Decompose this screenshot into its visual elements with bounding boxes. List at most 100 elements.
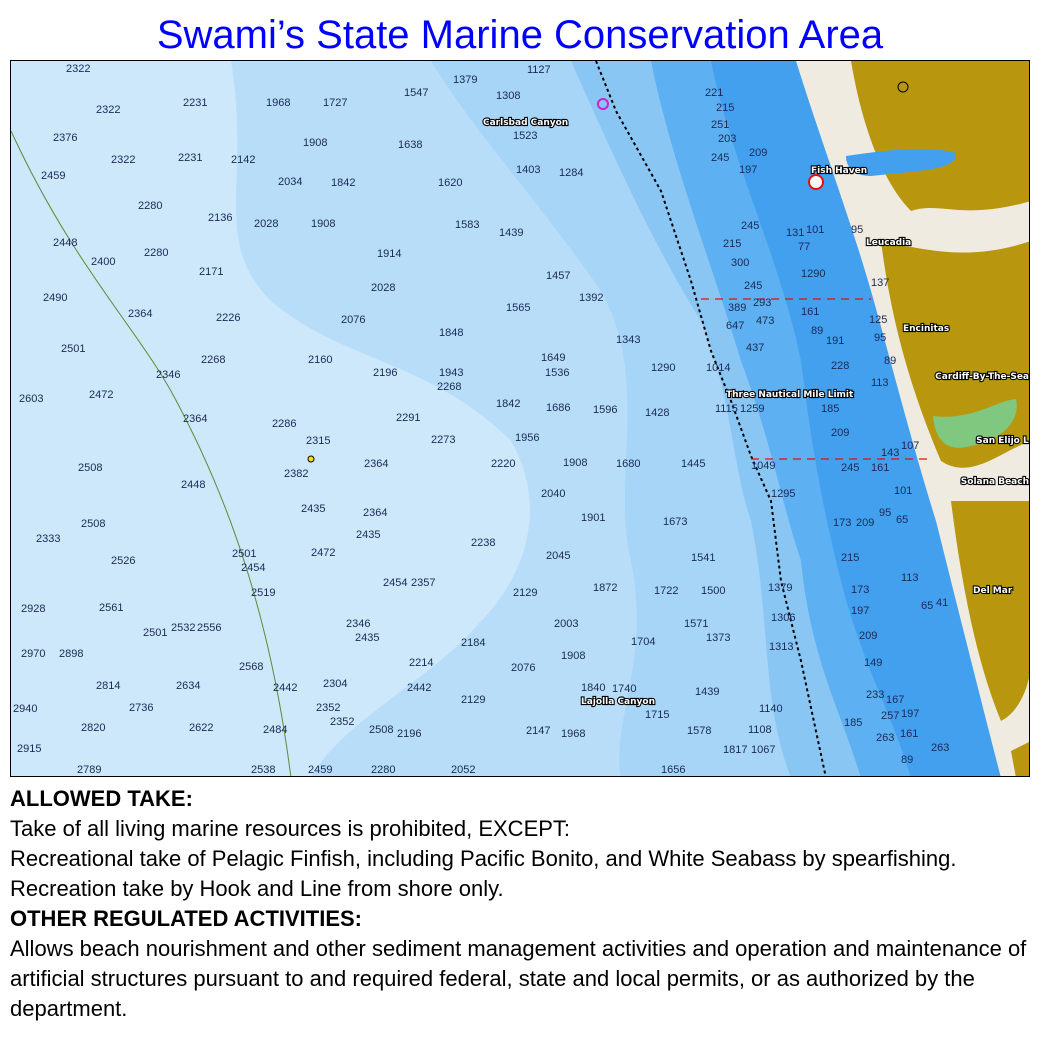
place-label: Leucadia — [866, 238, 911, 248]
depth-sounding: 1439 — [695, 686, 719, 698]
depth-sounding: 1943 — [439, 367, 463, 379]
depth-sounding: 209 — [859, 630, 877, 642]
depth-sounding: 2603 — [19, 393, 43, 405]
depth-sounding: 2501 — [232, 548, 256, 560]
depth-sounding: 2040 — [541, 488, 565, 500]
depth-sounding: 2459 — [308, 764, 332, 776]
depth-sounding: 2184 — [461, 637, 485, 649]
depth-sounding: 1014 — [706, 362, 730, 374]
depth-sounding: 2304 — [323, 678, 347, 690]
depth-sounding: 2484 — [263, 724, 287, 736]
depth-sounding: 2508 — [81, 518, 105, 530]
page-title: Swami’s State Marine Conservation Area — [156, 13, 884, 57]
depth-sounding: 173 — [833, 517, 851, 529]
depth-sounding: 89 — [901, 754, 913, 766]
depth-sounding: 647 — [726, 320, 744, 332]
place-label: Carlsbad Canyon — [483, 118, 568, 128]
depth-sounding: 77 — [798, 241, 810, 253]
depth-sounding: 2364 — [128, 308, 152, 320]
depth-sounding: 2820 — [81, 722, 105, 734]
depth-sounding: 2789 — [77, 764, 101, 776]
depth-sounding: 2273 — [431, 434, 455, 446]
depth-sounding: 65 — [921, 600, 933, 612]
regulations: ALLOWED TAKE: Take of all living marine … — [10, 784, 1035, 1024]
depth-sounding: 1140 — [759, 703, 783, 715]
depth-sounding: 2268 — [201, 354, 225, 366]
depth-sounding: 2532 — [171, 622, 195, 634]
depth-sounding: 257 — [881, 710, 899, 722]
depth-sounding: 2928 — [21, 603, 45, 615]
depth-sounding: 228 — [831, 360, 849, 372]
depth-sounding: 2435 — [355, 632, 379, 644]
place-label: Cardiff-By-The-Sea — [935, 372, 1029, 382]
depth-sounding: 437 — [746, 342, 764, 354]
depth-sounding: 185 — [821, 403, 839, 415]
depth-sounding: 1817 — [723, 744, 747, 756]
depth-sounding: 1571 — [684, 618, 708, 630]
depth-sounding: 2940 — [13, 703, 37, 715]
place-label: Fish Haven — [811, 166, 867, 176]
depth-sounding: 2508 — [78, 462, 102, 474]
depth-sounding: 2129 — [513, 587, 537, 599]
depth-sounding: 2376 — [53, 132, 77, 144]
buoy-icon — [307, 455, 315, 463]
depth-sounding: 2315 — [306, 435, 330, 447]
depth-sounding: 1290 — [801, 268, 825, 280]
depth-sounding: 2454 — [383, 577, 407, 589]
depth-sounding: 1908 — [561, 650, 585, 662]
depth-sounding: 1956 — [515, 432, 539, 444]
depth-sounding: 1428 — [645, 407, 669, 419]
depth-sounding: 2280 — [371, 764, 395, 776]
depth-sounding: 1392 — [579, 292, 603, 304]
depth-sounding: 2136 — [208, 212, 232, 224]
depth-sounding: 2561 — [99, 602, 123, 614]
depth-sounding: 113 — [871, 377, 889, 389]
depth-sounding: 2538 — [251, 764, 275, 776]
depth-sounding: 89 — [884, 355, 896, 367]
depth-sounding: 1740 — [612, 683, 636, 695]
depth-sounding: 2220 — [491, 458, 515, 470]
depth-sounding: 2003 — [554, 618, 578, 630]
depth-sounding: 2280 — [138, 200, 162, 212]
depth-sounding: 1727 — [323, 97, 347, 109]
contour-line — [11, 130, 292, 776]
depth-sounding: 2076 — [341, 314, 365, 326]
depth-sounding: 2501 — [143, 627, 167, 639]
depth-sounding: 1313 — [769, 641, 793, 653]
depth-sounding: 1259 — [740, 403, 764, 415]
depth-sounding: 2898 — [59, 648, 83, 660]
depth-sounding: 2129 — [461, 694, 485, 706]
depth-sounding: 215 — [723, 238, 741, 250]
depth-sounding: 1306 — [771, 612, 795, 624]
depth-sounding: 1656 — [661, 764, 685, 776]
fish-haven-icon — [808, 174, 824, 190]
depth-sounding: 1445 — [681, 458, 705, 470]
depth-sounding: 2322 — [66, 63, 90, 75]
depth-sounding: 2142 — [231, 154, 255, 166]
depth-sounding: 2435 — [356, 529, 380, 541]
depth-sounding: 2501 — [61, 343, 85, 355]
depth-sounding: 1840 — [581, 682, 605, 694]
depth-sounding: 113 — [901, 572, 919, 584]
depth-sounding: 1308 — [496, 90, 520, 102]
depth-sounding: 1620 — [438, 177, 462, 189]
depth-sounding: 2448 — [181, 479, 205, 491]
depth-sounding: 125 — [869, 314, 887, 326]
depth-sounding: 1523 — [513, 130, 537, 142]
depth-soundings: 2322 2322 2231 1968 1727 1547 1379 1308 1127 2376… — [13, 63, 949, 776]
depth-sounding: 197 — [739, 164, 757, 176]
depth-sounding: 1284 — [559, 167, 583, 179]
depth-sounding: 2076 — [511, 662, 535, 674]
depth-sounding: 2291 — [396, 412, 420, 424]
depth-sounding: 2268 — [437, 381, 461, 393]
other-activities-heading: OTHER REGULATED ACTIVITIES: — [10, 906, 362, 931]
depth-sounding: 1108 — [748, 724, 772, 736]
depth-sounding: 2196 — [397, 728, 421, 740]
depth-sounding: 1578 — [687, 725, 711, 737]
depth-sounding: 245 — [741, 220, 759, 232]
depth-sounding: 389 — [728, 302, 746, 314]
depth-sounding: 1439 — [499, 227, 523, 239]
depth-sounding: 1049 — [751, 460, 775, 472]
depth-sounding: 263 — [931, 742, 949, 754]
depth-sounding: 1547 — [404, 87, 428, 99]
